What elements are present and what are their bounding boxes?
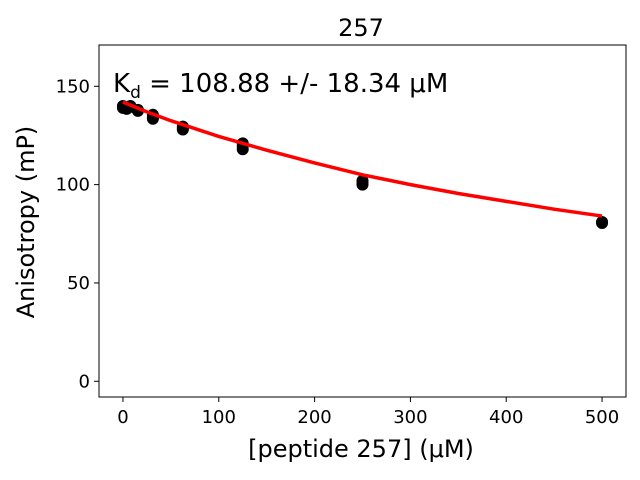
y-tick-label: 0 <box>79 371 90 392</box>
plot-frame <box>98 44 627 398</box>
y-tick-label: 100 <box>56 175 90 196</box>
y-tick-label: 50 <box>67 273 90 294</box>
x-axis: 0 100 200 300 400 500 <box>117 397 619 428</box>
x-tick-label: 400 <box>489 407 523 428</box>
x-tick-label: 300 <box>393 407 427 428</box>
kd-k: K <box>113 69 131 99</box>
kd-value: = 108.88 +/- 18.34 μM <box>141 69 448 99</box>
y-axis: 0 50 100 150 <box>56 76 99 392</box>
data-point <box>356 176 369 189</box>
chart-title: 257 <box>338 14 384 42</box>
kd-subscript: d <box>130 83 141 103</box>
data-point <box>596 216 609 229</box>
y-tick-label: 150 <box>56 76 90 97</box>
x-tick-label: 500 <box>585 407 619 428</box>
x-tick-label: 100 <box>202 407 236 428</box>
y-axis-label: Anisotropy (mP) <box>12 126 40 319</box>
x-tick-label: 200 <box>297 407 331 428</box>
fit-curve <box>122 100 603 218</box>
x-tick-label: 0 <box>117 407 128 428</box>
plot-area <box>116 99 609 229</box>
x-axis-label: [peptide 257] (μM) <box>248 435 474 463</box>
kd-annotation: Kd = 108.88 +/- 18.34 μM <box>113 69 448 103</box>
